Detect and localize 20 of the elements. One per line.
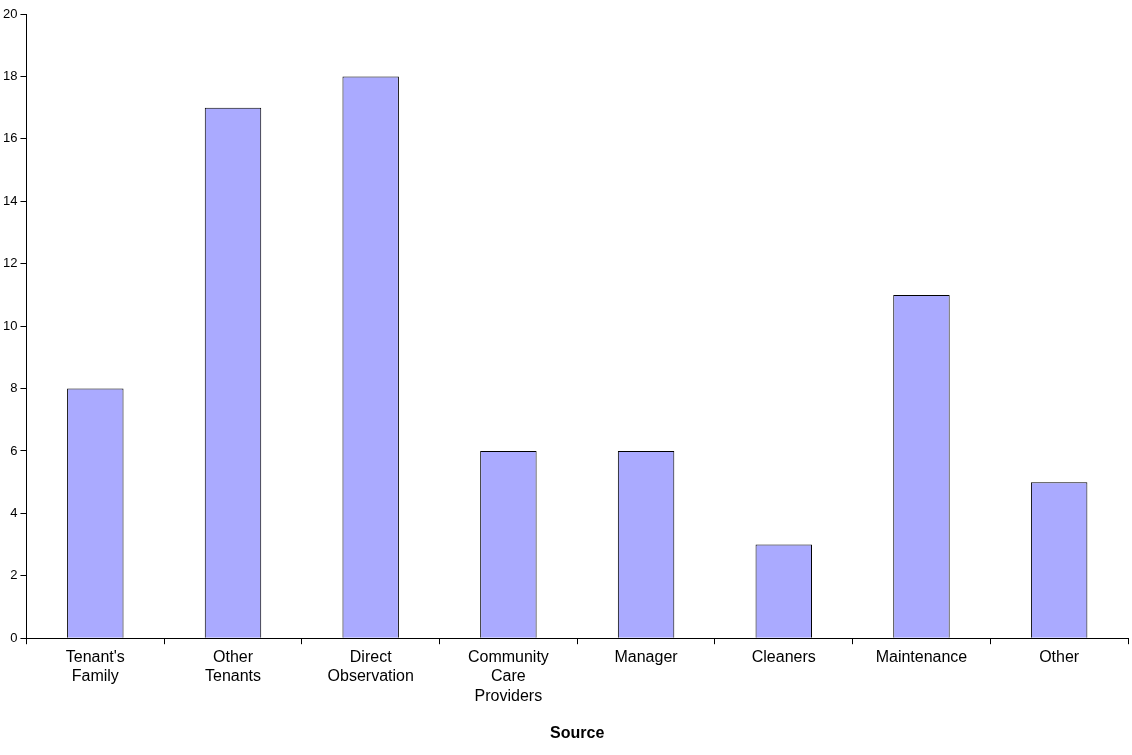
y-tick-label: 12 [2, 255, 18, 271]
y-tick-label: 0 [10, 629, 18, 645]
x-tick-label: Other [1039, 648, 1080, 666]
y-tick-label: 16 [2, 130, 18, 146]
x-tick-label: Direct Observation [327, 648, 414, 685]
x-axis-title: Source [550, 723, 605, 741]
x-tick-label: Other Tenants [204, 648, 262, 685]
x-tick-label: Community Care Providers [467, 648, 549, 704]
y-tick-label: 2 [10, 567, 18, 583]
y-tick-label: 6 [10, 442, 18, 458]
x-tick-label: Tenant's Family [65, 648, 125, 685]
y-tick-label: 20 [2, 5, 18, 21]
x-tick-label: Cleaners [751, 648, 816, 666]
y-tick-label: 18 [2, 68, 18, 83]
y-tick-label: 10 [2, 317, 18, 333]
y-tick-label: 4 [10, 504, 18, 520]
y-tick-label: 8 [10, 380, 18, 396]
x-tick-label: Maintenance [875, 648, 968, 666]
y-tick-label: 14 [2, 192, 18, 208]
x-tick-label: Manager [614, 648, 679, 666]
